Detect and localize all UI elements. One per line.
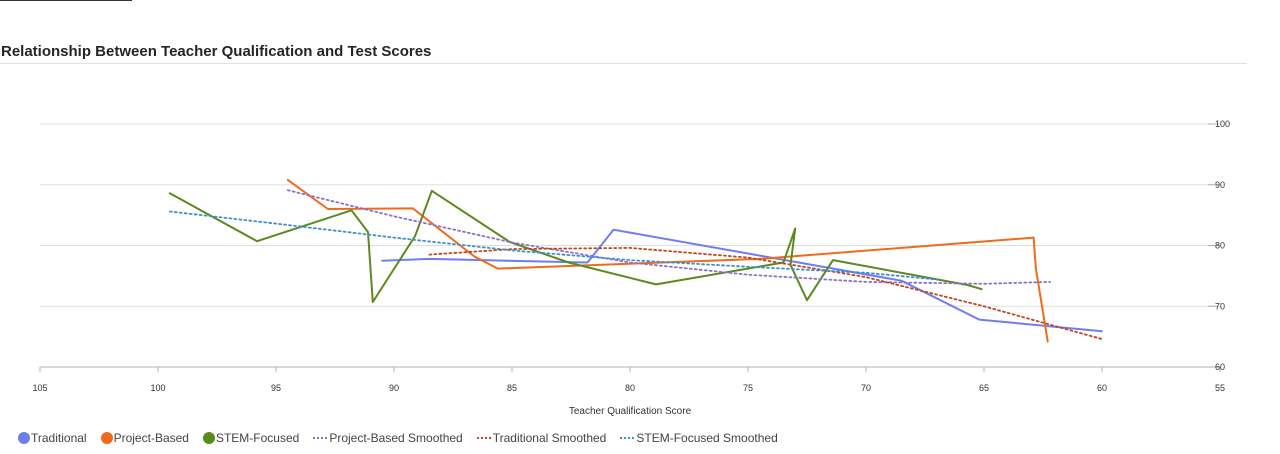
legend-item[interactable]: Project-Based Smoothed	[313, 431, 463, 445]
x-tick-label: 90	[389, 383, 399, 393]
legend-item[interactable]: Project-Based	[100, 431, 189, 445]
x-tick-label: 100	[150, 383, 165, 393]
top-rule	[0, 0, 132, 1]
series-line-project-based[interactable]	[286, 178, 1049, 343]
x-axis-label: Teacher Qualification Score	[569, 406, 692, 417]
series-line-traditional-smoothed[interactable]	[428, 246, 1103, 341]
x-tick-label: 70	[861, 383, 871, 393]
y-tick-label: 80	[1215, 241, 1225, 251]
legend-dotted-swatch	[313, 437, 328, 439]
x-tick-label: 80	[625, 383, 635, 393]
legend-label: Project-Based	[113, 431, 189, 445]
y-tick-label: 100	[1215, 119, 1230, 129]
legend-label: Traditional	[31, 431, 87, 445]
legend-item[interactable]: Traditional Smoothed	[476, 431, 607, 445]
legend-label: STEM-Focused	[215, 431, 300, 445]
legend-item[interactable]: STEM-Focused Smoothed	[620, 431, 778, 445]
series-line-stem-focused-smoothed[interactable]	[168, 210, 938, 281]
title-divider	[0, 63, 1247, 64]
series-line-traditional[interactable]	[381, 228, 1103, 333]
legend: Traditional Project-Based STEM-Focused Proj…	[18, 431, 792, 445]
legend-dotted-swatch	[620, 437, 635, 439]
legend-dot-swatch	[202, 432, 215, 444]
legend-item[interactable]: Traditional	[18, 431, 87, 445]
legend-label: Traditional Smoothed	[492, 431, 607, 445]
legend-dot-swatch	[18, 432, 30, 444]
legend-dot-swatch	[100, 432, 113, 444]
legend-label: STEM-Focused Smoothed	[636, 431, 778, 445]
legend-item[interactable]: STEM-Focused	[202, 431, 300, 445]
legend-label: Project-Based Smoothed	[329, 431, 463, 445]
chart-title: Relationship Between Teacher Qualificati…	[1, 43, 432, 60]
gridlines	[40, 123, 1220, 368]
series-line-project-based-smoothed[interactable]	[286, 189, 1051, 285]
series-lines	[168, 178, 1103, 343]
x-tick-label: 60	[1097, 383, 1107, 393]
x-tick-label: 55	[1215, 383, 1225, 393]
x-tick-label: 75	[743, 383, 753, 393]
y-tick-label: 70	[1215, 301, 1225, 311]
x-tick-label: 65	[979, 383, 989, 393]
x-tick-label: 85	[507, 383, 517, 393]
x-tick-label: 95	[271, 383, 281, 393]
series-line-stem-focused[interactable]	[168, 189, 983, 303]
legend-dotted-swatch	[476, 437, 491, 439]
x-tick-label: 105	[32, 383, 47, 393]
y-tick-label: 90	[1215, 180, 1225, 190]
